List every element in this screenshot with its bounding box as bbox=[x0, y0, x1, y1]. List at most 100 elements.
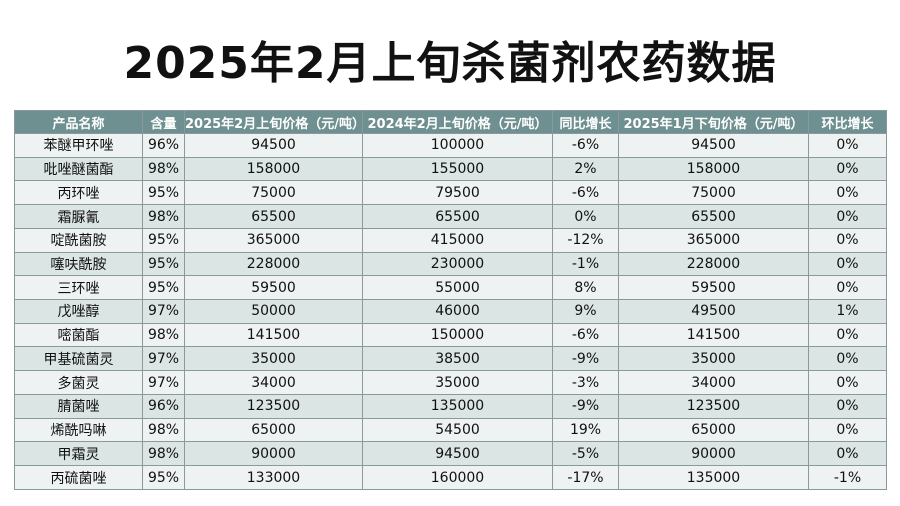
cell-product-name: 烯酰吗啉 bbox=[14, 417, 143, 443]
cell-price-2025-feb-early: 65000 bbox=[184, 417, 363, 443]
cell-price-2024-feb-early: 155000 bbox=[362, 156, 553, 182]
cell-product-name: 三环唑 bbox=[14, 275, 143, 301]
cell-price-2024-feb-early: 94500 bbox=[362, 441, 553, 467]
cell-content: 98% bbox=[142, 417, 185, 443]
cell-mom-growth: 0% bbox=[808, 204, 887, 229]
cell-price-2025-feb-early: 35000 bbox=[184, 346, 363, 372]
cell-price-2024-feb-early: 54500 bbox=[362, 417, 553, 443]
cell-yoy-growth: -3% bbox=[552, 370, 619, 395]
cell-price-2024-feb-early: 230000 bbox=[362, 251, 553, 277]
table-row: 戊唑醇 97% 50000 46000 9% 49500 1% bbox=[14, 299, 887, 324]
cell-price-2024-feb-early: 55000 bbox=[362, 275, 553, 301]
cell-mom-growth: 0% bbox=[808, 346, 887, 372]
cell-price-2024-feb-early: 135000 bbox=[362, 393, 553, 419]
cell-price-2025-feb-early: 50000 bbox=[184, 299, 363, 324]
cell-content: 95% bbox=[142, 465, 185, 490]
cell-price-2025-jan-late: 65500 bbox=[618, 204, 809, 229]
cell-content: 95% bbox=[142, 275, 185, 301]
column-header-product-name: 产品名称 bbox=[14, 110, 143, 134]
table-body: 苯醚甲环唑 96% 94500 100000 -6% 94500 0% 吡唑醚菌酯 98% 158… bbox=[14, 133, 887, 490]
cell-price-2025-feb-early: 75000 bbox=[184, 180, 363, 206]
cell-yoy-growth: -17% bbox=[552, 465, 619, 490]
cell-mom-growth: 0% bbox=[808, 441, 887, 467]
cell-mom-growth: 0% bbox=[808, 322, 887, 348]
cell-price-2025-jan-late: 135000 bbox=[618, 465, 809, 490]
cell-product-name: 噻呋酰胺 bbox=[14, 251, 143, 277]
table-row: 丙硫菌唑 95% 133000 160000 -17% 135000 -1% bbox=[14, 465, 887, 490]
cell-mom-growth: 0% bbox=[808, 133, 887, 158]
cell-product-name: 嘧菌酯 bbox=[14, 322, 143, 348]
cell-mom-growth: 1% bbox=[808, 299, 887, 324]
cell-yoy-growth: 0% bbox=[552, 204, 619, 229]
cell-price-2024-feb-early: 160000 bbox=[362, 465, 553, 490]
cell-product-name: 甲霜灵 bbox=[14, 441, 143, 467]
cell-price-2025-jan-late: 94500 bbox=[618, 133, 809, 158]
cell-product-name: 吡唑醚菌酯 bbox=[14, 156, 143, 182]
cell-content: 98% bbox=[142, 156, 185, 182]
cell-price-2025-jan-late: 75000 bbox=[618, 180, 809, 206]
cell-price-2025-jan-late: 49500 bbox=[618, 299, 809, 324]
cell-content: 95% bbox=[142, 251, 185, 277]
cell-price-2024-feb-early: 150000 bbox=[362, 322, 553, 348]
cell-content: 95% bbox=[142, 180, 185, 206]
cell-yoy-growth: -9% bbox=[552, 346, 619, 372]
cell-yoy-growth: 9% bbox=[552, 299, 619, 324]
cell-yoy-growth: -12% bbox=[552, 227, 619, 253]
cell-price-2025-jan-late: 59500 bbox=[618, 275, 809, 301]
cell-price-2024-feb-early: 100000 bbox=[362, 133, 553, 158]
cell-price-2025-feb-early: 94500 bbox=[184, 133, 363, 158]
cell-yoy-growth: 8% bbox=[552, 275, 619, 301]
table-row: 吡唑醚菌酯 98% 158000 155000 2% 158000 0% bbox=[14, 156, 887, 182]
cell-price-2025-jan-late: 228000 bbox=[618, 251, 809, 277]
pesticide-price-table: 产品名称 含量 2025年2月上旬价格（元/吨） 2024年2月上旬价格（元/吨） 同比… bbox=[14, 110, 887, 490]
cell-price-2024-feb-early: 35000 bbox=[362, 370, 553, 395]
table-row: 甲基硫菌灵 97% 35000 38500 -9% 35000 0% bbox=[14, 346, 887, 372]
cell-price-2025-feb-early: 228000 bbox=[184, 251, 363, 277]
cell-price-2025-feb-early: 133000 bbox=[184, 465, 363, 490]
table-row: 多菌灵 97% 34000 35000 -3% 34000 0% bbox=[14, 370, 887, 395]
cell-mom-growth: 0% bbox=[808, 180, 887, 206]
cell-price-2025-jan-late: 141500 bbox=[618, 322, 809, 348]
cell-price-2024-feb-early: 415000 bbox=[362, 227, 553, 253]
cell-price-2025-feb-early: 123500 bbox=[184, 393, 363, 419]
cell-mom-growth: -1% bbox=[808, 465, 887, 490]
cell-content: 98% bbox=[142, 204, 185, 229]
cell-price-2025-feb-early: 59500 bbox=[184, 275, 363, 301]
cell-price-2025-jan-late: 35000 bbox=[618, 346, 809, 372]
cell-yoy-growth: -9% bbox=[552, 393, 619, 419]
cell-product-name: 苯醚甲环唑 bbox=[14, 133, 143, 158]
cell-price-2025-jan-late: 123500 bbox=[618, 393, 809, 419]
cell-yoy-growth: -6% bbox=[552, 322, 619, 348]
cell-price-2024-feb-early: 65500 bbox=[362, 204, 553, 229]
column-header-price-2025-feb-early: 2025年2月上旬价格（元/吨） bbox=[184, 110, 363, 134]
cell-product-name: 丙环唑 bbox=[14, 180, 143, 206]
table-row: 腈菌唑 96% 123500 135000 -9% 123500 0% bbox=[14, 393, 887, 419]
cell-yoy-growth: 2% bbox=[552, 156, 619, 182]
table-row: 噻呋酰胺 95% 228000 230000 -1% 228000 0% bbox=[14, 251, 887, 277]
cell-price-2025-jan-late: 65000 bbox=[618, 417, 809, 443]
table-row: 三环唑 95% 59500 55000 8% 59500 0% bbox=[14, 275, 887, 301]
cell-yoy-growth: -6% bbox=[552, 180, 619, 206]
cell-product-name: 霜脲氰 bbox=[14, 204, 143, 229]
cell-price-2024-feb-early: 38500 bbox=[362, 346, 553, 372]
column-header-price-2024-feb-early: 2024年2月上旬价格（元/吨） bbox=[362, 110, 553, 134]
cell-price-2025-jan-late: 90000 bbox=[618, 441, 809, 467]
cell-content: 97% bbox=[142, 370, 185, 395]
cell-price-2024-feb-early: 46000 bbox=[362, 299, 553, 324]
cell-price-2025-jan-late: 158000 bbox=[618, 156, 809, 182]
column-header-content: 含量 bbox=[142, 110, 185, 134]
cell-content: 97% bbox=[142, 346, 185, 372]
cell-content: 95% bbox=[142, 227, 185, 253]
cell-mom-growth: 0% bbox=[808, 370, 887, 395]
cell-mom-growth: 0% bbox=[808, 393, 887, 419]
cell-product-name: 丙硫菌唑 bbox=[14, 465, 143, 490]
cell-price-2025-feb-early: 34000 bbox=[184, 370, 363, 395]
cell-price-2025-jan-late: 34000 bbox=[618, 370, 809, 395]
cell-content: 96% bbox=[142, 393, 185, 419]
table-row: 丙环唑 95% 75000 79500 -6% 75000 0% bbox=[14, 180, 887, 206]
column-header-mom-growth: 环比增长 bbox=[808, 110, 887, 134]
cell-yoy-growth: -1% bbox=[552, 251, 619, 277]
table-row: 甲霜灵 98% 90000 94500 -5% 90000 0% bbox=[14, 441, 887, 467]
cell-content: 97% bbox=[142, 299, 185, 324]
cell-product-name: 多菌灵 bbox=[14, 370, 143, 395]
